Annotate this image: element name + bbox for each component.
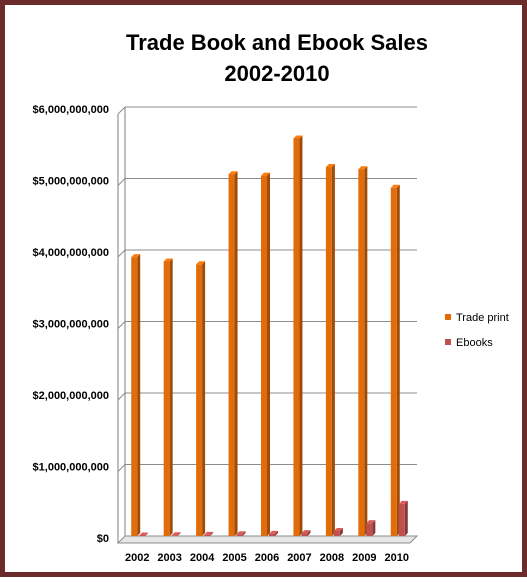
- x-tick-label: 2007: [287, 552, 311, 564]
- bars: [131, 135, 408, 537]
- bar-trade-print: [163, 258, 173, 536]
- x-tick-label: 2008: [320, 552, 344, 564]
- y-tick-label: $2,000,000,000: [33, 390, 109, 402]
- gridline-depth: [117, 249, 126, 258]
- x-tick-label: 2005: [222, 552, 246, 564]
- bar-ebooks: [236, 531, 246, 536]
- bar-ebooks: [366, 520, 376, 536]
- x-tick-label: 2004: [190, 552, 215, 564]
- gridline-depth: [117, 392, 126, 401]
- bar-chart: Trade Book and Ebook Sales 2002-2010 $0$…: [33, 30, 509, 564]
- legend-swatch: [445, 314, 451, 320]
- legend-label: Trade print: [456, 312, 509, 324]
- bar-ebooks: [333, 527, 343, 536]
- chart-title-line1: Trade Book and Ebook Sales: [126, 30, 428, 55]
- gridline-depth: [117, 464, 126, 472]
- y-tick-label: $3,000,000,000: [33, 319, 109, 331]
- y-tick-label: $5,000,000,000: [33, 176, 109, 188]
- bar-trade-print: [261, 172, 270, 536]
- bar-ebooks: [301, 530, 311, 536]
- bar-trade-print: [325, 164, 335, 536]
- bar-trade-print: [358, 166, 368, 536]
- chart-floor: [116, 535, 419, 544]
- gridlines: [117, 106, 417, 472]
- x-tick-label: 2006: [255, 552, 279, 564]
- bar-trade-print: [293, 135, 303, 536]
- x-tick-label: 2009: [352, 552, 376, 564]
- bar-trade-print: [196, 261, 206, 536]
- x-tick-label: 2002: [125, 552, 149, 564]
- gridline-depth: [117, 178, 126, 186]
- bar-trade-print: [228, 171, 238, 536]
- y-tick-label: $0: [97, 533, 109, 545]
- gridline-depth: [117, 321, 126, 329]
- x-tick-label: 2010: [385, 552, 409, 564]
- bar-ebooks: [398, 500, 408, 536]
- y-axis-tick-labels: $0 $1,000,000,000 $2,000,000,000 $3,000,000…: [33, 104, 109, 545]
- bar-ebooks: [269, 530, 278, 536]
- y-tick-label: $6,000,000,000: [33, 104, 109, 116]
- y-tick-label: $4,000,000,000: [33, 247, 109, 259]
- x-tick-label: 2003: [157, 552, 181, 564]
- bar-trade-print: [131, 254, 141, 536]
- bar-ebooks: [204, 531, 214, 536]
- legend: Trade print Ebooks: [445, 312, 509, 349]
- bar-ebooks: [139, 532, 149, 536]
- axes: [116, 107, 419, 544]
- gridline-depth: [117, 106, 126, 115]
- bar-ebooks: [171, 532, 181, 536]
- y-tick-label: $1,000,000,000: [33, 462, 109, 474]
- legend-swatch: [445, 339, 451, 345]
- chart-title-line2: 2002-2010: [224, 61, 329, 86]
- x-axis-tick-labels: 2002 2003 2004 2005 2006 2007 2008 2009 2010: [125, 552, 409, 564]
- legend-label: Ebooks: [456, 337, 493, 349]
- bar-trade-print: [390, 184, 400, 537]
